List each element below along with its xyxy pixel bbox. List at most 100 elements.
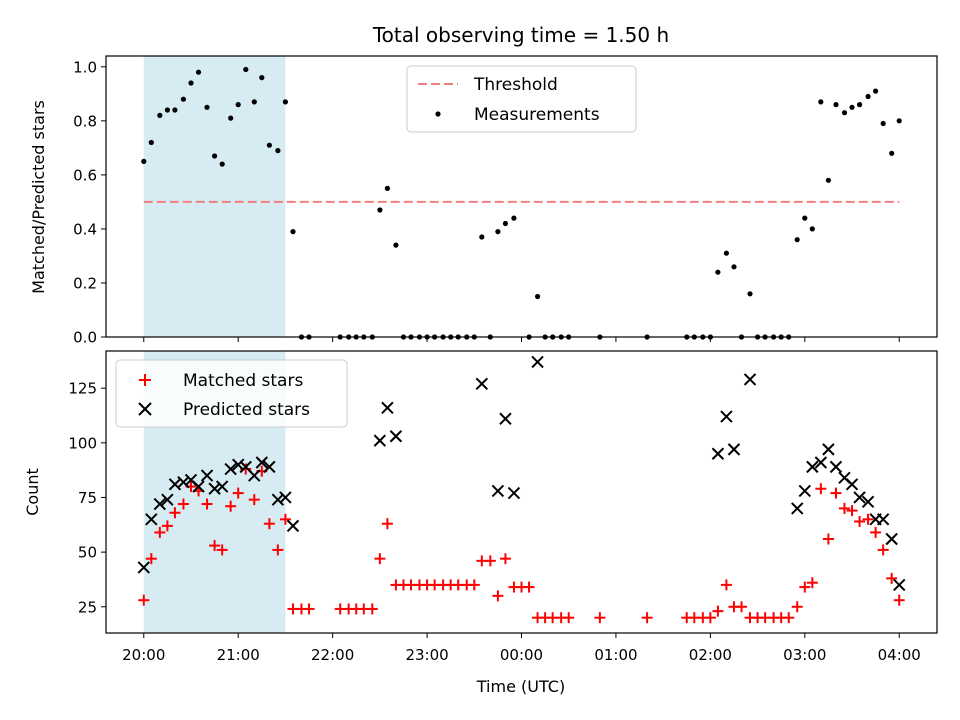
predicted-point [200,469,214,482]
predicted-point-b [145,513,158,526]
predicted-point [224,462,237,476]
predicted-point [711,447,725,460]
measurement-point [164,107,170,113]
matched-point [783,612,795,624]
predicted-point-b [231,458,245,471]
predicted-point-b [720,410,733,423]
measurement-point [141,158,147,164]
measurement-point [723,250,730,256]
matched-point [838,502,850,514]
legend-predicted-label: Predicted stars [183,400,310,420]
bottom-y-axis-label: Count [23,468,42,516]
predicted-point-b [711,447,725,460]
predicted-point [861,495,875,509]
predicted-point [215,480,229,493]
predicted-point [893,578,906,592]
bottom-legend: Matched stars Predicted stars [115,359,348,428]
predicted-point [791,502,804,515]
measurement-point [259,75,265,81]
measurement-point [802,215,808,221]
predicted-point-b [885,532,898,546]
predicted-point [743,373,757,386]
matched-point [201,498,213,510]
measurement-point [825,177,832,183]
predicted-point-b [255,456,269,469]
measurement-point [794,237,800,243]
matched-point [806,577,818,589]
predicted-point [475,377,489,390]
measurement-point [715,269,721,275]
predicted-point-b [192,480,205,493]
legend-predicted-swatch [138,402,152,416]
x-tick-label: 21:00 [217,646,260,664]
matched-point [303,603,315,615]
bottom-axes-frame [105,350,938,634]
predicted-point-b [499,412,512,425]
top-panel: 0.0 0.2 0.4 0.6 0.8 1.0 Matched/Predicted sta… [29,55,938,347]
matched-point [523,581,535,593]
legend-matched-swatch [139,374,151,386]
measurement-point [180,96,186,102]
matched-point [815,483,827,495]
top-y-tick-label: 0.6 [73,166,97,184]
predicted-point-b [200,469,214,482]
measurement-point [809,226,815,232]
matched-point [799,581,811,593]
predicted-point-b [286,519,300,533]
measurement-point [479,234,485,240]
measurement-point [243,66,249,73]
matched-point [263,518,275,530]
predicted-points [137,355,906,592]
predicted-point-b [822,443,835,456]
matched-point [712,605,724,617]
top-x-ticks [143,337,900,342]
matched-point [216,544,228,556]
predicted-point-b [791,502,804,515]
predicted-point-b [373,434,387,447]
predicted-point-b [224,462,237,476]
matched-point [822,533,834,545]
predicted-point [720,410,733,423]
measurement-point [511,215,517,221]
predicted-point [255,456,269,469]
measurement-point [228,115,234,121]
top-y-tick-label: 0.8 [73,112,97,130]
bottom-y-tick-label: 75 [78,489,97,507]
predicted-point [373,434,387,447]
x-tick-label: 03:00 [783,646,826,664]
bottom-y-tick-label: 50 [78,544,97,562]
x-tick-label: 02:00 [689,646,732,664]
measurement-point [195,69,202,75]
predicted-point [153,497,167,511]
matched-point [830,487,842,499]
measurement-point [896,118,902,124]
legend-measurements-swatch [435,111,441,117]
predicted-point [248,469,261,482]
predicted-point [263,460,276,474]
predicted-point-b [381,401,394,415]
predicted-point [161,493,174,506]
measurement-point [833,102,839,108]
predicted-point [177,475,190,489]
measurement-point [889,150,895,156]
matched-point [209,540,221,552]
predicted-point [507,486,521,500]
matched-point [846,505,858,517]
predicted-point [845,478,859,491]
predicted-point-b [215,480,229,493]
measurement-point [865,93,871,100]
predicted-point [853,491,866,504]
predicted-point-b [184,473,198,487]
matched-point [877,544,889,556]
predicted-point [829,460,843,474]
x-tick-label: 00:00 [500,646,543,664]
measurement-point [393,242,399,248]
measurement-point [495,229,501,235]
predicted-point [822,443,835,456]
predicted-point-b [475,377,489,390]
measurement-point [841,110,848,116]
top-axes-frame [105,55,938,338]
matched-point [248,494,260,506]
matched-point [893,594,905,606]
